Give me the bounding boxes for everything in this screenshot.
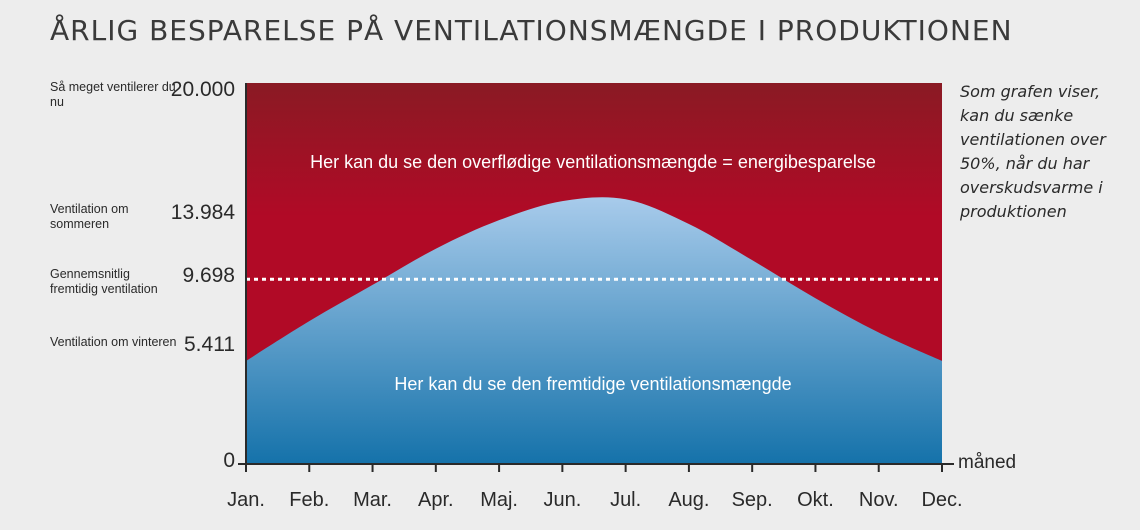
x-tick-label: Maj.	[480, 489, 518, 511]
x-tick-label: Jun.	[543, 489, 581, 511]
x-tick-label: Apr.	[418, 489, 454, 511]
x-tick-label: Feb.	[289, 489, 329, 511]
ytick-5411: 5.411	[184, 333, 235, 356]
side-note: Som grafen viser, kan du sænke ventilati…	[960, 82, 1106, 221]
x-tick-label: Mar.	[353, 489, 392, 511]
ylabel-winter: Ventilation om vinteren	[50, 335, 177, 349]
x-tick-label: Okt.	[797, 489, 834, 511]
x-tick-label: Jan.	[227, 489, 265, 511]
ytick-0: 0	[223, 449, 235, 472]
ylabel-current: Så meget ventilerer du nu	[50, 80, 176, 109]
ytick-20000: 20.000	[170, 78, 235, 101]
x-tick-label: Sep.	[732, 489, 773, 511]
ylabel-average: Gennemsnitlig fremtidig ventilation	[50, 267, 158, 296]
x-tick-label: Nov.	[859, 489, 899, 511]
x-axis-label: måned	[958, 452, 1017, 473]
x-tick-label: Jul.	[610, 489, 641, 511]
x-tick-label: Dec.	[921, 489, 962, 511]
future-label: Her kan du se den fremtidige ventilation…	[394, 374, 792, 394]
ytick-13984: 13.984	[170, 201, 235, 224]
overflow-label: Her kan du se den overflødige ventilatio…	[310, 152, 876, 172]
future-ventilation-area	[246, 197, 942, 464]
ylabel-summer: Ventilation om sommeren	[50, 202, 129, 231]
x-tick-label: Aug.	[668, 489, 709, 511]
ytick-9698: 9.698	[182, 264, 235, 287]
chart-title: ÅRLIG BESPARELSE PÅ VENTILATIONSMÆNGDE I…	[50, 14, 1013, 47]
